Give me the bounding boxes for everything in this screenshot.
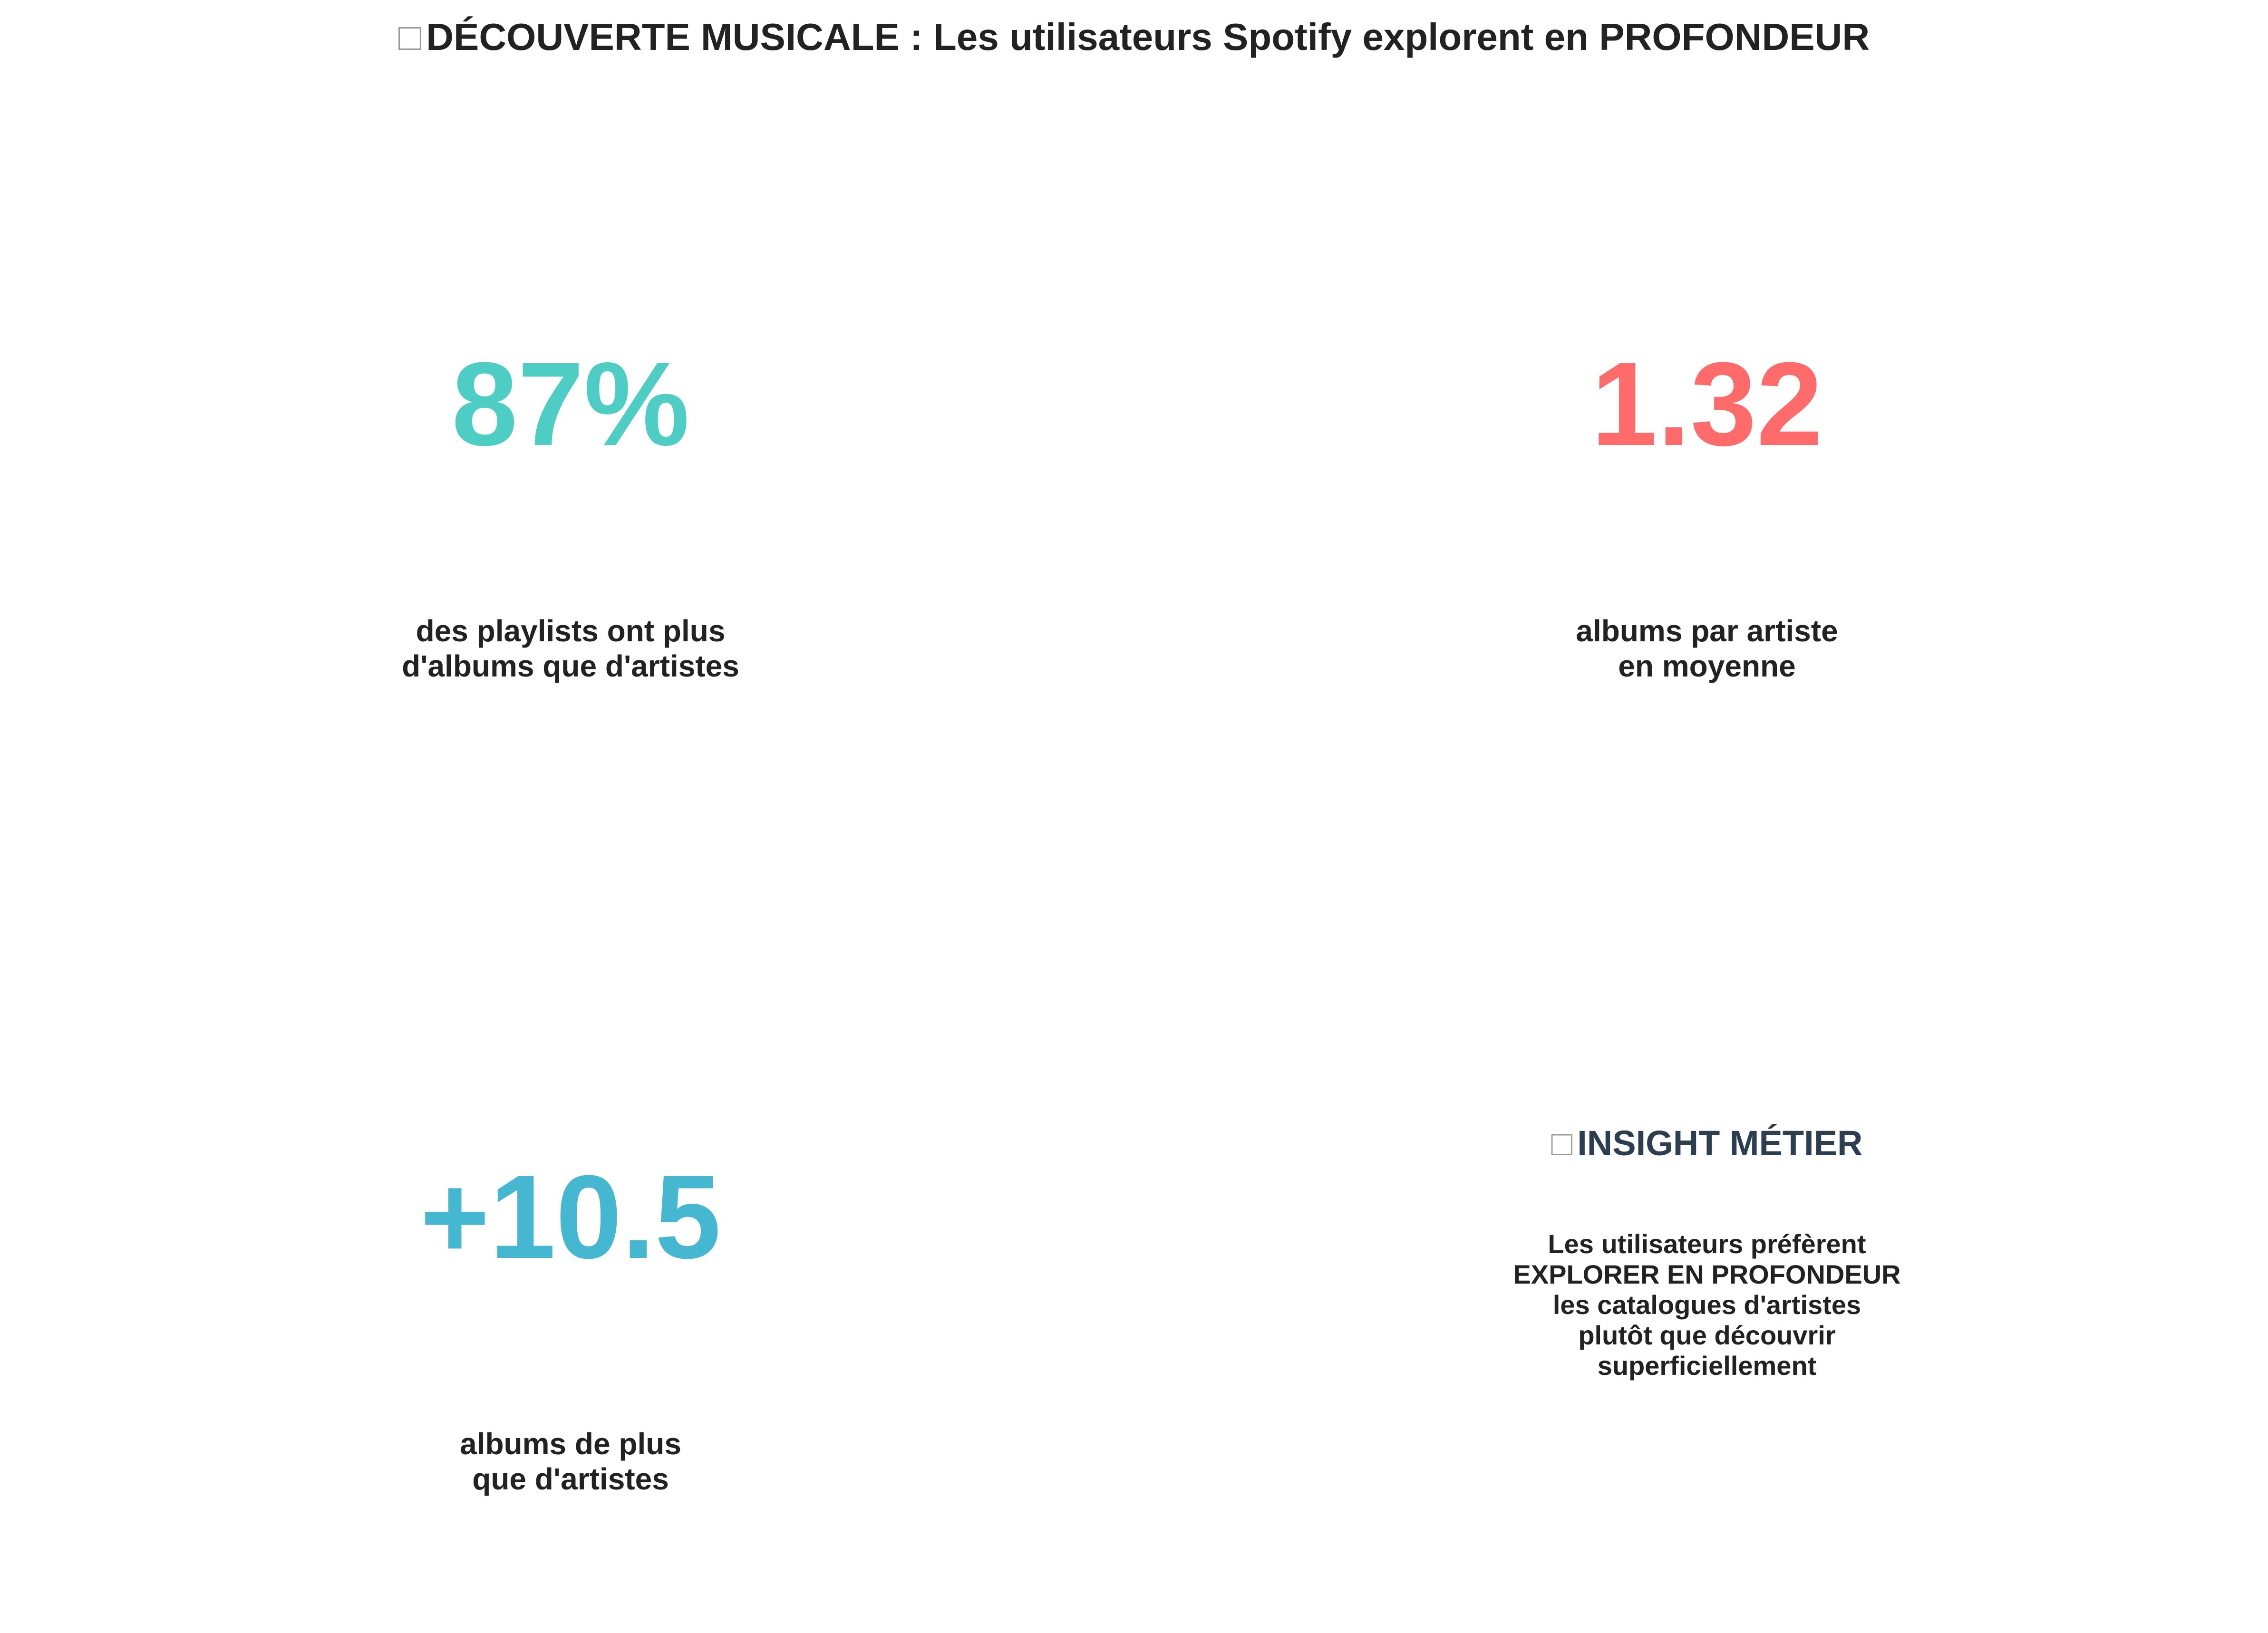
lightbulb-icon: □ xyxy=(1551,1123,1573,1163)
metric-value-albums-per-artist: 1.32 xyxy=(1591,338,1823,470)
insight-text: Les utilisateurs préfèrent EXPLORER EN P… xyxy=(1327,1229,2087,1381)
metric-label-line: albums de plus xyxy=(460,1427,681,1461)
page-title-text: DÉCOUVERTE MUSICALE : Les utilisateurs S… xyxy=(426,16,1870,58)
insight-text-line: superficiellement xyxy=(1597,1351,1817,1381)
metric-label-line: albums par artiste xyxy=(1576,614,1838,648)
metric-label-line: que d'artistes xyxy=(472,1462,669,1496)
insight-text-line: plutôt que découvrir xyxy=(1578,1320,1836,1350)
insight-text-line: EXPLORER EN PROFONDEUR xyxy=(1513,1259,1901,1289)
metric-label-line: d'albums que d'artistes xyxy=(402,649,739,683)
metric-label-albums-per-artist: albums par artiste en moyenne xyxy=(1327,613,2087,684)
insight-text-line: les catalogues d'artistes xyxy=(1552,1290,1861,1320)
metric-label-playlists-percent: des playlists ont plus d'albums que d'ar… xyxy=(190,613,951,684)
metric-label-albums-difference: albums de plus que d'artistes xyxy=(190,1426,951,1497)
insight-text-line: Les utilisateurs préfèrent xyxy=(1548,1229,1866,1259)
page-title: □ DÉCOUVERTE MUSICALE : Les utilisateurs … xyxy=(0,13,2268,61)
insight-title-text: INSIGHT MÉTIER xyxy=(1577,1123,1863,1163)
insight-title: □ INSIGHT MÉTIER xyxy=(1327,1122,2087,1165)
metric-value-albums-difference: +10.5 xyxy=(420,1150,721,1283)
music-note-icon: □ xyxy=(398,16,422,58)
metric-label-line: en moyenne xyxy=(1618,649,1796,683)
metric-label-line: des playlists ont plus xyxy=(416,614,726,648)
metric-value-playlists-percent: 87% xyxy=(451,338,690,470)
